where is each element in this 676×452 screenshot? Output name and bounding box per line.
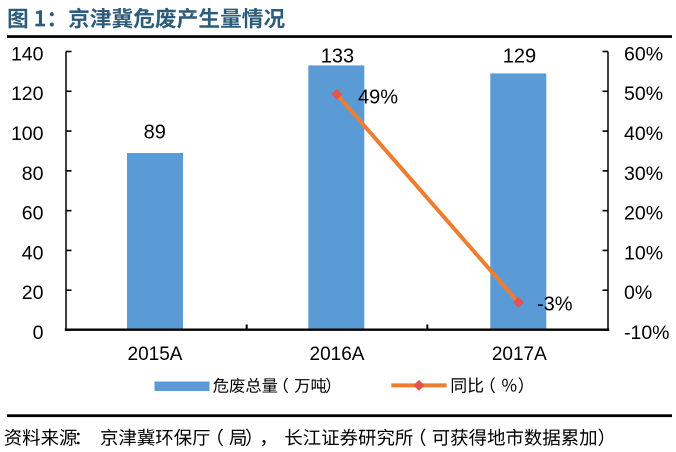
- svg-text:140: 140: [11, 43, 44, 65]
- svg-text:60%: 60%: [624, 43, 663, 65]
- svg-text:0: 0: [33, 322, 44, 344]
- svg-text:2015A: 2015A: [128, 344, 183, 365]
- svg-text:0%: 0%: [624, 282, 652, 304]
- svg-text:133: 133: [321, 46, 354, 68]
- svg-text:10%: 10%: [624, 242, 663, 264]
- svg-text:89: 89: [144, 121, 166, 143]
- svg-text:-3%: -3%: [537, 294, 573, 316]
- svg-text:80: 80: [22, 163, 44, 185]
- svg-text:60: 60: [22, 203, 44, 225]
- svg-text:40: 40: [22, 242, 44, 264]
- svg-text:40%: 40%: [624, 123, 663, 145]
- svg-text:2017A: 2017A: [492, 344, 547, 365]
- svg-text:20: 20: [22, 282, 44, 304]
- svg-text:30%: 30%: [624, 163, 663, 185]
- svg-text:-10%: -10%: [624, 322, 670, 344]
- svg-text:50%: 50%: [624, 83, 663, 105]
- svg-text:20%: 20%: [624, 203, 663, 225]
- svg-text:129: 129: [503, 46, 536, 68]
- svg-text:120: 120: [11, 83, 44, 105]
- svg-text:100: 100: [11, 123, 44, 145]
- svg-text:49%: 49%: [358, 87, 398, 109]
- svg-text:2016A: 2016A: [310, 344, 365, 365]
